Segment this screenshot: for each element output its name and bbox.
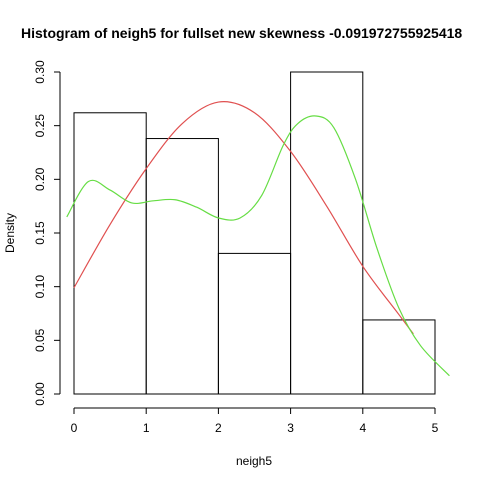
y-tick-label: 0.20 bbox=[33, 167, 47, 191]
histogram-bar-2 bbox=[145, 138, 219, 395]
density-curve-1 bbox=[73, 101, 414, 335]
y-axis: 0.00 0.05 0.10 0.15 0.20 0.25 0.30 bbox=[33, 60, 61, 406]
histogram-bar-4 bbox=[290, 71, 364, 395]
y-axis-label: Density bbox=[3, 213, 17, 253]
density-curves bbox=[66, 101, 450, 377]
histogram-bar-3 bbox=[217, 252, 292, 395]
y-tick-label: 0.25 bbox=[33, 114, 47, 138]
density-curve-2 bbox=[66, 115, 450, 377]
histogram-bar-1 bbox=[73, 112, 147, 395]
histogram-bars bbox=[73, 71, 436, 395]
x-tick-label: 2 bbox=[215, 421, 222, 435]
x-tick-label: 1 bbox=[143, 421, 150, 435]
x-tick-label: 4 bbox=[359, 421, 366, 435]
x-tick-label: 0 bbox=[71, 421, 78, 435]
x-axis: 0 1 2 3 4 5 bbox=[71, 407, 439, 435]
x-axis-label: neigh5 bbox=[236, 454, 272, 468]
x-tick-label: 3 bbox=[287, 421, 294, 435]
y-tick-label: 0.00 bbox=[33, 382, 47, 406]
chart-title: Histogram of neigh5 for fullset new skew… bbox=[21, 25, 462, 41]
y-tick-label: 0.30 bbox=[33, 60, 47, 84]
x-tick-label: 5 bbox=[432, 421, 439, 435]
histogram-bar-5 bbox=[362, 319, 436, 395]
y-tick-label: 0.10 bbox=[33, 275, 47, 299]
y-tick-label: 0.05 bbox=[33, 328, 47, 352]
y-tick-label: 0.15 bbox=[33, 221, 47, 245]
